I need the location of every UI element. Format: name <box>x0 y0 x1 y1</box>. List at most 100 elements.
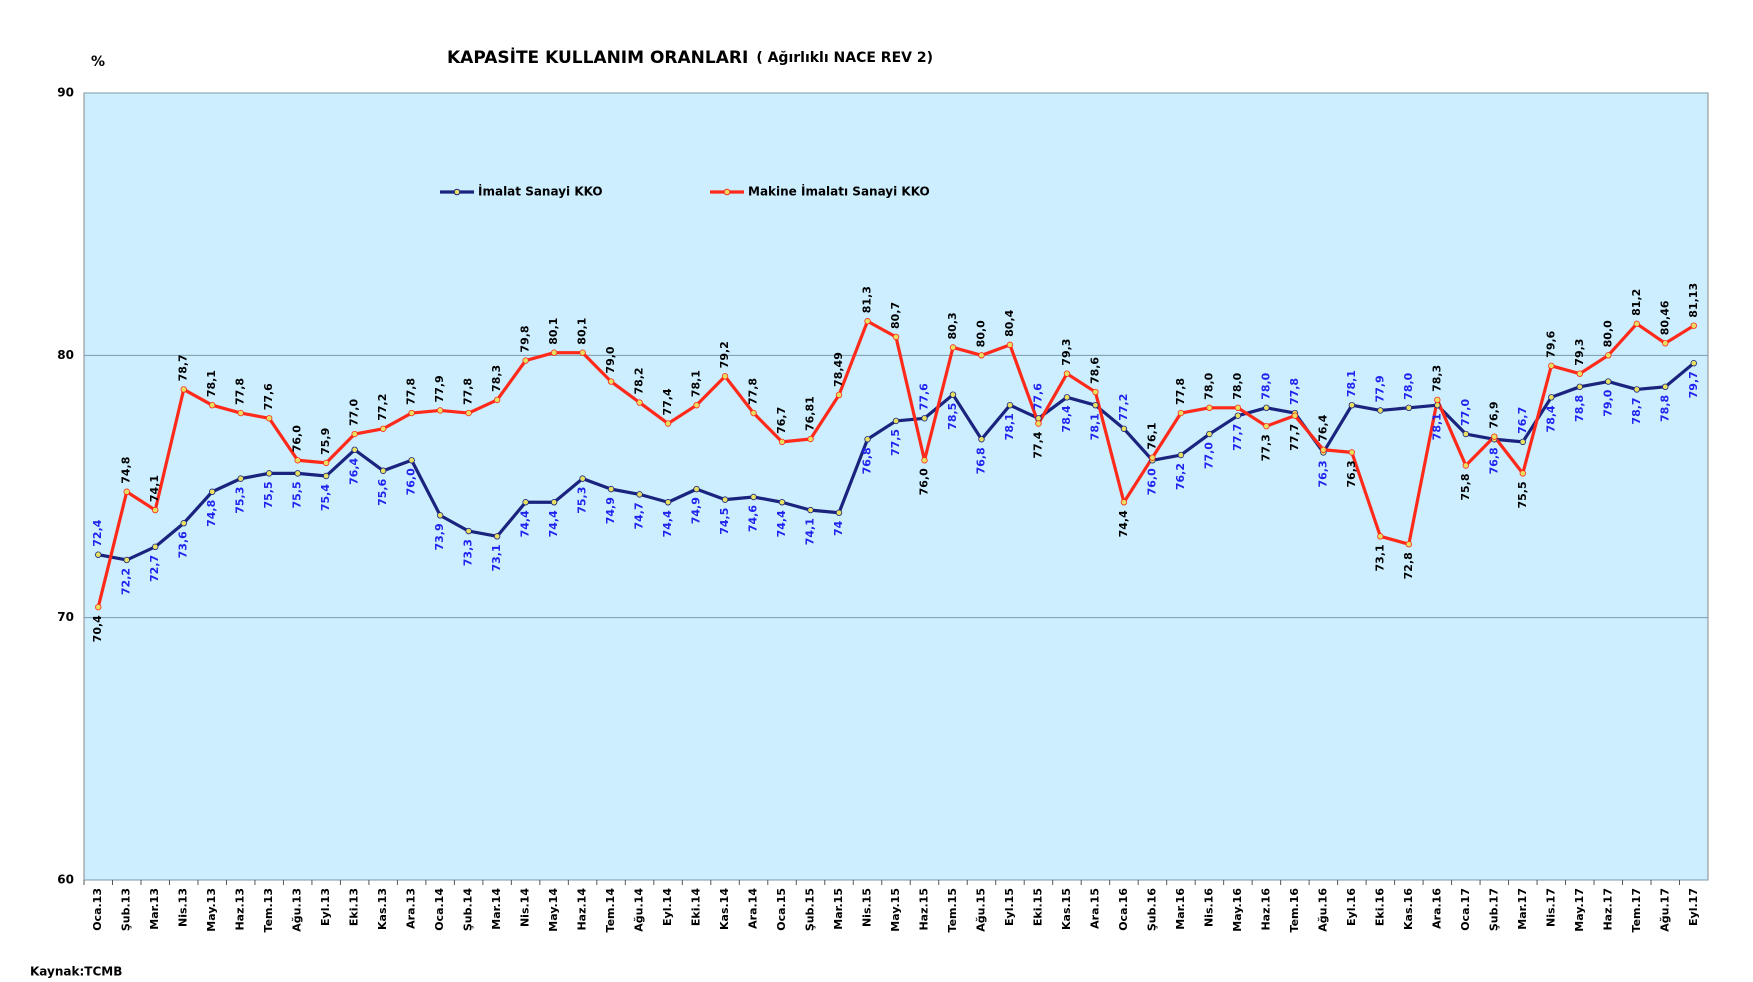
marker <box>522 357 529 364</box>
marker <box>294 470 301 477</box>
marker <box>778 438 786 446</box>
x-tick-label: Kas.14 <box>718 888 731 930</box>
marker <box>807 435 814 443</box>
marker <box>1006 341 1014 349</box>
marker <box>835 509 843 516</box>
marker <box>1548 394 1555 401</box>
data-label: 76,8 <box>1487 447 1500 474</box>
data-label: 75,5 <box>262 481 275 508</box>
x-tick-label: Nis.14 <box>519 888 532 927</box>
data-label: 73,6 <box>177 531 190 558</box>
data-label: 76,3 <box>1345 460 1358 487</box>
marker <box>379 425 387 432</box>
x-tick-label: May.13 <box>205 888 218 932</box>
marker <box>607 378 615 385</box>
marker <box>949 344 957 351</box>
marker <box>550 499 558 506</box>
data-label: 74,4 <box>661 510 674 537</box>
data-label: 78,0 <box>1259 372 1272 399</box>
title: KAPASİTE KULLANIM ORANLARI <box>447 46 748 68</box>
x-tick-label: Kas.15 <box>1060 888 1073 930</box>
data-label: 74,4 <box>547 510 560 537</box>
x-tick-label: Nis.15 <box>861 888 874 927</box>
marker <box>807 506 814 514</box>
marker <box>265 470 273 477</box>
data-label: 78,7 <box>177 354 190 381</box>
data-label: 76,8 <box>974 447 987 474</box>
x-tick-label: Mar.14 <box>490 888 503 930</box>
marker <box>579 475 586 482</box>
x-tick-label: Mar.16 <box>1174 888 1187 930</box>
data-label: 78,1 <box>205 370 218 397</box>
marker <box>550 349 558 356</box>
data-label: 77,4 <box>1031 431 1044 458</box>
data-label: 76,0 <box>405 468 418 495</box>
data-label: 77,2 <box>1117 394 1130 421</box>
data-label: 74,9 <box>604 497 617 524</box>
data-label: 76,7 <box>775 407 788 434</box>
data-label: 75,6 <box>376 478 389 505</box>
data-label: 75,8 <box>1459 474 1472 501</box>
marker <box>1035 415 1042 422</box>
x-tick-label: Eyl.17 <box>1687 888 1700 926</box>
marker <box>95 551 102 558</box>
marker <box>408 457 415 464</box>
x-tick-label: May.14 <box>547 888 560 932</box>
x-tick-label: Eki.16 <box>1373 888 1386 926</box>
data-label: 74,4 <box>1117 510 1130 537</box>
marker <box>1177 409 1185 417</box>
marker <box>1149 454 1156 461</box>
marker <box>1120 425 1128 432</box>
marker <box>949 391 957 398</box>
marker <box>1063 394 1071 401</box>
marker <box>1035 420 1042 427</box>
y-tick-label: 60 <box>57 873 74 887</box>
x-tick-label: Haz.17 <box>1601 888 1614 931</box>
x-tick-label: Haz.15 <box>917 888 930 931</box>
data-label: 77,6 <box>917 383 930 410</box>
marker <box>921 415 928 422</box>
data-label: 74,1 <box>148 475 161 502</box>
marker <box>1519 438 1527 446</box>
data-label: 77,8 <box>462 378 475 405</box>
marker <box>322 472 330 480</box>
data-label: 73,3 <box>462 539 475 566</box>
marker <box>1548 362 1555 370</box>
marker <box>237 409 244 417</box>
marker <box>664 499 672 506</box>
marker <box>1291 412 1299 419</box>
data-label: 79,3 <box>1573 339 1586 366</box>
data-label: 74,9 <box>690 497 703 524</box>
marker <box>1491 433 1498 440</box>
data-label: 72,7 <box>148 555 161 582</box>
x-tick-label: Nis.17 <box>1544 888 1557 927</box>
x-tick-label: Oca.13 <box>91 888 104 931</box>
data-label: 76,2 <box>1174 463 1187 490</box>
x-tick-label: Şub.16 <box>1145 888 1158 931</box>
data-label: 78,1 <box>1003 413 1016 440</box>
marker <box>778 499 786 506</box>
x-tick-label: May.16 <box>1231 888 1244 932</box>
data-label: 78,2 <box>633 367 646 394</box>
marker <box>1234 412 1242 419</box>
x-tick-label: Ağu.13 <box>291 888 304 932</box>
marker <box>1348 449 1356 456</box>
marker <box>351 430 358 438</box>
data-label: 80,1 <box>547 318 560 345</box>
marker <box>209 401 216 409</box>
x-tick-label: Eki.15 <box>1031 888 1044 926</box>
data-label: 73,1 <box>1373 544 1386 571</box>
marker <box>237 475 244 482</box>
legend-marker <box>723 188 731 196</box>
marker <box>750 493 757 501</box>
subtitle: ( Ağırlıklı NACE REV 2) <box>756 50 933 66</box>
x-tick-label: Oca.14 <box>433 888 446 931</box>
data-label: 76,81 <box>804 396 817 431</box>
data-label: 80,7 <box>889 302 902 329</box>
data-label: 79,8 <box>519 325 532 352</box>
data-label: 79,2 <box>718 341 731 368</box>
marker <box>1633 386 1640 393</box>
x-tick-label: Eki.13 <box>348 888 361 926</box>
marker <box>1605 352 1612 359</box>
y-tick-label: 80 <box>57 348 74 362</box>
